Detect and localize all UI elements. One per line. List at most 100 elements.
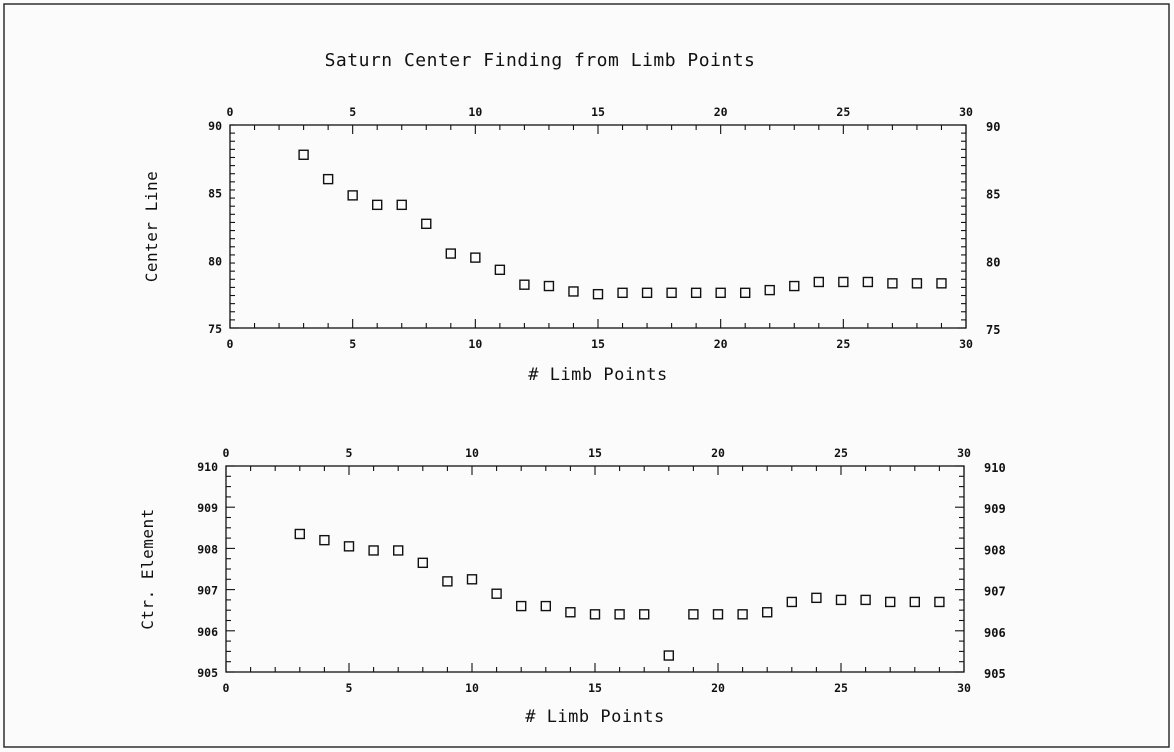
y-tick-label-left: 906 bbox=[197, 625, 218, 639]
figure-border bbox=[3, 3, 1170, 748]
x-axis-label: # Limb Points bbox=[528, 365, 668, 385]
data-point bbox=[838, 276, 849, 288]
data-point bbox=[811, 592, 822, 604]
data-point bbox=[396, 199, 407, 211]
x-tick-label-top: 5 bbox=[349, 105, 356, 119]
x-tick-label-bottom: 0 bbox=[227, 337, 234, 351]
data-point bbox=[639, 609, 650, 620]
x-tick-label-top: 15 bbox=[591, 105, 605, 119]
x-tick-label-top: 30 bbox=[957, 446, 971, 460]
y-tick-label-right: 909 bbox=[984, 502, 1006, 516]
data-point bbox=[860, 594, 871, 606]
y-axis-label: Center Line bbox=[142, 171, 161, 282]
plot-frame bbox=[229, 124, 967, 329]
x-tick-label-top: 5 bbox=[346, 446, 353, 460]
x-tick-label-bottom: 15 bbox=[591, 337, 605, 351]
data-point bbox=[712, 609, 724, 620]
data-point bbox=[393, 545, 404, 556]
x-tick-label-top: 15 bbox=[588, 446, 602, 460]
data-point bbox=[614, 609, 625, 620]
y-tick-label-left: 909 bbox=[197, 501, 218, 515]
x-tick-label-bottom: 20 bbox=[714, 337, 728, 351]
x-tick-label-bottom: 10 bbox=[465, 681, 479, 695]
x-tick-label-bottom: 30 bbox=[957, 681, 971, 695]
x-tick-label-top: 0 bbox=[223, 446, 230, 460]
y-tick-label-left: 910 bbox=[197, 460, 218, 474]
data-point bbox=[491, 588, 502, 599]
y-tick-label-right: 908 bbox=[984, 543, 1006, 557]
y-tick-label-left: 908 bbox=[197, 542, 218, 556]
y-axis-label: Ctr. Element bbox=[138, 508, 157, 630]
data-point bbox=[568, 286, 579, 297]
data-point bbox=[466, 574, 478, 585]
data-point bbox=[663, 650, 674, 661]
data-point bbox=[813, 276, 824, 288]
y-tick-label-left: 75 bbox=[208, 322, 222, 336]
data-point bbox=[421, 218, 432, 229]
data-point bbox=[936, 278, 947, 289]
ctr-element-chart: 0 0 5 5 10 10 15 15 20 20 25 25 30 30 905 905 906 906 907 9… bbox=[138, 446, 1006, 727]
data-point bbox=[319, 534, 330, 546]
data-point bbox=[322, 173, 334, 185]
data-point bbox=[762, 607, 773, 618]
data-point bbox=[589, 609, 601, 620]
x-tick-label-bottom: 15 bbox=[588, 681, 602, 695]
data-point bbox=[592, 288, 604, 300]
data-point bbox=[298, 149, 309, 160]
x-tick-label-top: 25 bbox=[834, 446, 848, 460]
center-line-chart: 0 0 5 5 10 10 15 15 20 20 25 25 30 30 75 75 80 80 85 85 90 90… bbox=[142, 105, 1000, 385]
figure-title: Saturn Center Finding from Limb Points bbox=[325, 50, 756, 71]
data-point bbox=[540, 600, 551, 612]
data-point bbox=[666, 287, 677, 299]
data-point bbox=[885, 596, 896, 608]
data-point bbox=[343, 541, 355, 552]
x-tick-label-top: 20 bbox=[711, 446, 725, 460]
data-point bbox=[764, 284, 775, 296]
data-point bbox=[641, 287, 653, 299]
data-point bbox=[565, 607, 576, 618]
data-point bbox=[347, 190, 358, 201]
x-tick-label-bottom: 10 bbox=[468, 337, 482, 351]
y-tick-label-right: 80 bbox=[986, 255, 1000, 269]
x-tick-label-bottom: 25 bbox=[834, 681, 848, 695]
y-tick-label-left: 90 bbox=[208, 119, 222, 133]
data-point bbox=[887, 278, 898, 289]
data-point bbox=[690, 287, 702, 299]
y-tick-label-right: 905 bbox=[984, 667, 1006, 681]
data-point bbox=[519, 279, 530, 290]
x-tick-label-top: 10 bbox=[465, 446, 479, 460]
y-tick-label-right: 85 bbox=[986, 188, 1000, 202]
data-point bbox=[368, 545, 379, 556]
data-point bbox=[445, 248, 456, 259]
data-point bbox=[909, 596, 920, 608]
data-point bbox=[911, 278, 923, 289]
x-tick-label-top: 0 bbox=[227, 105, 234, 119]
x-tick-label-bottom: 0 bbox=[223, 681, 230, 695]
x-tick-label-top: 20 bbox=[714, 105, 728, 119]
data-point bbox=[470, 252, 481, 263]
x-tick-label-bottom: 30 bbox=[959, 337, 973, 351]
data-point bbox=[862, 276, 874, 288]
data-point bbox=[715, 287, 726, 299]
x-tick-label-top: 25 bbox=[836, 105, 850, 119]
data-point bbox=[372, 199, 383, 211]
data-point bbox=[543, 280, 555, 292]
y-tick-label-right: 910 bbox=[984, 461, 1006, 475]
data-point bbox=[934, 596, 945, 608]
y-tick-label-left: 85 bbox=[208, 187, 222, 201]
x-tick-label-bottom: 5 bbox=[346, 681, 353, 695]
x-tick-label-top: 10 bbox=[468, 105, 482, 119]
y-tick-label-right: 907 bbox=[984, 585, 1006, 599]
data-point bbox=[442, 576, 453, 587]
x-axis-label: # Limb Points bbox=[525, 707, 665, 727]
y-tick-label-left: 907 bbox=[197, 584, 218, 598]
y-tick-label-right: 90 bbox=[986, 120, 1000, 134]
plot-frame bbox=[225, 465, 965, 673]
y-tick-label-right: 906 bbox=[984, 626, 1006, 640]
data-point bbox=[617, 287, 628, 299]
data-point bbox=[737, 609, 748, 620]
data-point bbox=[786, 596, 797, 608]
data-point bbox=[789, 280, 800, 292]
